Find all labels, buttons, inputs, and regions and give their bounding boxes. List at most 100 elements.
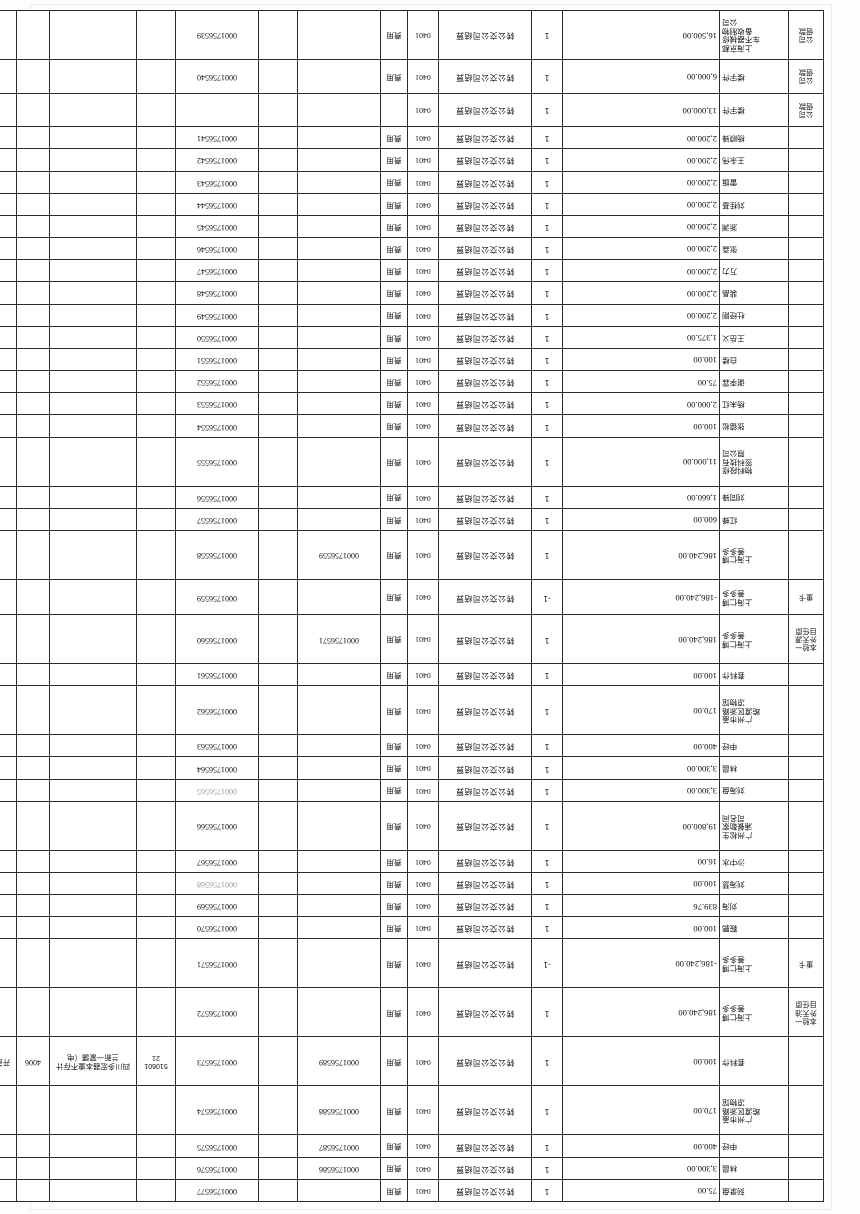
cell-amount: 2,200.00 — [562, 304, 720, 327]
table-row[interactable]: 上海仁博 善多多 186,240.00 1 转公交公司结算 0401 费用 00017565… — [0, 530, 824, 580]
cell-item: 上海京都 车不器械修 备收制物 公司 — [719, 10, 789, 60]
cell-desc-empty — [49, 171, 137, 194]
table-row[interactable]: 广州市盖 跪渡区浙路 凉物馆 170.00 1 转公交公司结算 0401 费用 000175… — [0, 685, 824, 735]
cell-ref-empty — [136, 93, 176, 127]
cell-kind: 费用 — [380, 801, 408, 851]
table-row[interactable]: 张德松 100.00 1 转公交公司结算 0401 费用 0001756554 — [0, 414, 824, 438]
cell-desc-empty — [49, 663, 137, 686]
table-row[interactable]: 红蜂 600.00 1 转公交公司结算 0401 费用 0001756557 — [0, 508, 824, 531]
cell-qty: 1 — [531, 1085, 563, 1135]
table-row[interactable]: 公司 借款 上海京都 车不器械修 备收制物 公司 16,500.00 1 转公交公司结算… — [0, 10, 824, 60]
table-row[interactable]: 公司 借款 楼宇件 13,000.00 1 转公交公司结算 0401 — [0, 93, 824, 127]
table-row[interactable]: 刘海 839.76 1 转公交公司结算 0401 费用 0001756569 — [0, 894, 824, 917]
cell-route: 转公交公司结算 — [438, 734, 532, 757]
cell-inv_a: 0001756570 — [175, 916, 259, 939]
table-row[interactable]: 雷旗 2,200.00 1 转公交公司结算 0401 费用 0001756543 — [0, 171, 824, 194]
table-row[interactable]: 王岳义 1,375.00 1 转公交公司结算 0401 费用 0001756550 — [0, 326, 824, 349]
cell-num-empty — [16, 801, 50, 851]
cell-code: 0401 — [407, 348, 439, 371]
cell-ref-empty — [136, 734, 176, 757]
table-row[interactable]: 鞍鹏 100.00 1 转公交公司结算 0401 费用 0001756570 — [0, 916, 824, 939]
cell-desc-empty — [49, 215, 137, 238]
table-row[interactable]: 刘桂基 2,200.00 1 转公交公司结算 0401 费用 0001756544 — [0, 193, 824, 216]
table-row[interactable]: 林晨 3,300.00 1 转公交公司结算 0401 费用 0001756564 — [0, 756, 824, 780]
cell-route: 转公交公司结算 — [438, 1157, 532, 1180]
cell-inv_a: 0001756572 — [175, 987, 259, 1037]
table-row[interactable]: 杨未红 2,000.00 1 转公交公司结算 0401 费用 0001756553 — [0, 392, 824, 415]
cell-desc-empty — [49, 304, 137, 327]
cell-kind: 费用 — [380, 126, 408, 149]
cell-item: 申经 — [719, 734, 789, 757]
cell-qty: 1 — [531, 215, 563, 238]
cell-amount: 75.00 — [562, 370, 720, 393]
cell-code: 0401 — [407, 756, 439, 780]
cell-route: 转公交公司结算 — [438, 215, 532, 238]
cell-spacer — [258, 1157, 298, 1180]
cell-num-empty — [16, 663, 50, 686]
table-row[interactable]: 物料段修 签科技有 限公司 11,000.00 1 转公交公司结算 0401 费用 0001… — [0, 437, 824, 487]
table-row[interactable]: 刘海慧 100.00 1 转公交公司结算 0401 费用 0001756568 — [0, 872, 824, 895]
cell-qty: 1 — [531, 872, 563, 895]
table-row[interactable]: 申经 400.00 1 转公交公司结算 0401 费用 0001756587 00017565… — [0, 1134, 824, 1158]
table-row[interactable]: 裴晶 2,200.00 1 转公交公司结算 0401 费用 0001756548 — [0, 281, 824, 305]
table-row[interactable]: 刻录盘 75.00 1 转公交公司结算 0401 费用 0001756577 — [0, 1179, 824, 1202]
table-row[interactable]: 林晨 3,300.00 1 转公交公司结算 0401 费用 0001756586 000175… — [0, 1157, 824, 1180]
table-row[interactable]: 刘海盘 3,300.00 1 转公交公司结算 0401 费用 0001756565 — [0, 779, 824, 802]
cell-code: 0401 — [407, 734, 439, 757]
table-row[interactable]: 本验一 外天源 目任原 上海仁博 善多多 186,240.00 1 转公交公司结算 040… — [0, 614, 824, 664]
table-row[interactable]: 申经 400.00 1 转公交公司结算 0401 费用 0001756563 — [0, 734, 824, 757]
table-row[interactable]: 沙中水 16.00 1 转公交公司结算 0401 费用 0001756567 — [0, 850, 824, 873]
table-row[interactable]: 公司 借款 楼宇件 6,000.00 1 转公交公司结算 0401 费用 0001756540 — [0, 59, 824, 94]
cell-qty: 1 — [531, 734, 563, 757]
cell-group — [788, 193, 824, 216]
cell-amount: 839.76 — [562, 894, 720, 917]
cell-inv_b: 0001756589 — [297, 1036, 381, 1086]
table-row[interactable]: 本验一 外天油 目任原 上海仁博 善多多 186,240.00 1 转公交公司结算 040… — [0, 987, 824, 1037]
table-row[interactable]: 杨顺锋 2,200.00 1 转公交公司结算 0401 费用 0001756541 — [0, 126, 824, 149]
cell-amount: 2,200.00 — [562, 237, 720, 260]
cell-num-empty — [16, 392, 50, 415]
cell-spacer — [258, 148, 298, 172]
cell-qty: 1 — [531, 10, 563, 60]
table-row[interactable]: 白楼 100.00 1 转公交公司结算 0401 费用 0001756551 — [0, 348, 824, 371]
table-row[interactable]: 广州松生 浦餐勒家 司名间 19,800.00 1 转公交公司结算 0401 费用 0001… — [0, 801, 824, 851]
table-row[interactable]: 张淼 2,200.00 1 转公交公司结算 0401 费用 0001756546 — [0, 237, 824, 260]
cell-inv_b — [297, 508, 381, 531]
cell-inv_b — [297, 486, 381, 509]
table-row[interactable]: 重卡 上海仁博 善多多 -186,240.00 -1 转公交公司结算 0401 费用 0001… — [0, 579, 824, 615]
cell-loc-empty — [0, 508, 17, 531]
cell-desc-empty — [49, 916, 137, 939]
cell-ref-empty — [136, 685, 176, 735]
cell-kind: 费用 — [380, 508, 408, 531]
cell-kind: 费用 — [380, 938, 408, 988]
cell-spacer — [258, 614, 298, 664]
cell-amount: 2,200.00 — [562, 193, 720, 216]
table-row[interactable]: 王永伟 2,200.00 1 转公交公司结算 0401 费用 0001756542 — [0, 148, 824, 172]
table-row[interactable]: 广州市盖 跪渡区浙路 凉物馆 170.00 1 转公交公司结算 0401 费用 000175… — [0, 1085, 824, 1135]
cell-item: 王永伟 — [719, 148, 789, 172]
cell-qty: -1 — [531, 579, 563, 615]
cell-code: 0401 — [407, 530, 439, 580]
cell-spacer — [258, 414, 298, 438]
cell-ref-empty — [136, 304, 176, 327]
cell-kind: 费用 — [380, 894, 408, 917]
cell-qty: -1 — [531, 938, 563, 988]
table-row[interactable]: 浙渊 2,200.00 1 转公交公司结算 0401 费用 0001756545 — [0, 215, 824, 238]
cell-loc-empty — [0, 756, 17, 780]
cell-route: 转公交公司结算 — [438, 663, 532, 686]
table-row[interactable]: 万力 2,200.00 1 转公交公司结算 0401 费用 0001756547 — [0, 259, 824, 282]
table-row[interactable]: 重卡 上海仁博 善多多 -186,240.00 -1 转公交公司结算 0401 费用 0001… — [0, 938, 824, 988]
table-row[interactable]: 套料作 100.00 1 转公交公司结算 0401 费用 0001756589 0001756… — [0, 1036, 824, 1086]
cell-route: 转公交公司结算 — [438, 916, 532, 939]
table-row[interactable]: 套料作 100.00 1 转公交公司结算 0401 费用 0001756561 — [0, 663, 824, 686]
cell-inv_a: 0001756561 — [175, 663, 259, 686]
cell-code: 0401 — [407, 392, 439, 415]
cell-kind: 费用 — [380, 685, 408, 735]
cell-ref-empty — [136, 414, 176, 438]
table-row[interactable]: 杜经刚 2,200.00 1 转公交公司结算 0401 费用 0001756549 — [0, 304, 824, 327]
cell-qty: 1 — [531, 756, 563, 780]
table-row[interactable]: 刘同锋 1,660.00 1 转公交公司结算 0401 费用 0001756556 — [0, 486, 824, 509]
table-row[interactable]: 谢李霖 75.00 1 转公交公司结算 0401 费用 0001756552 — [0, 370, 824, 393]
cell-inv_a: 0001756574 — [175, 1085, 259, 1135]
cell-code: 0401 — [407, 779, 439, 802]
